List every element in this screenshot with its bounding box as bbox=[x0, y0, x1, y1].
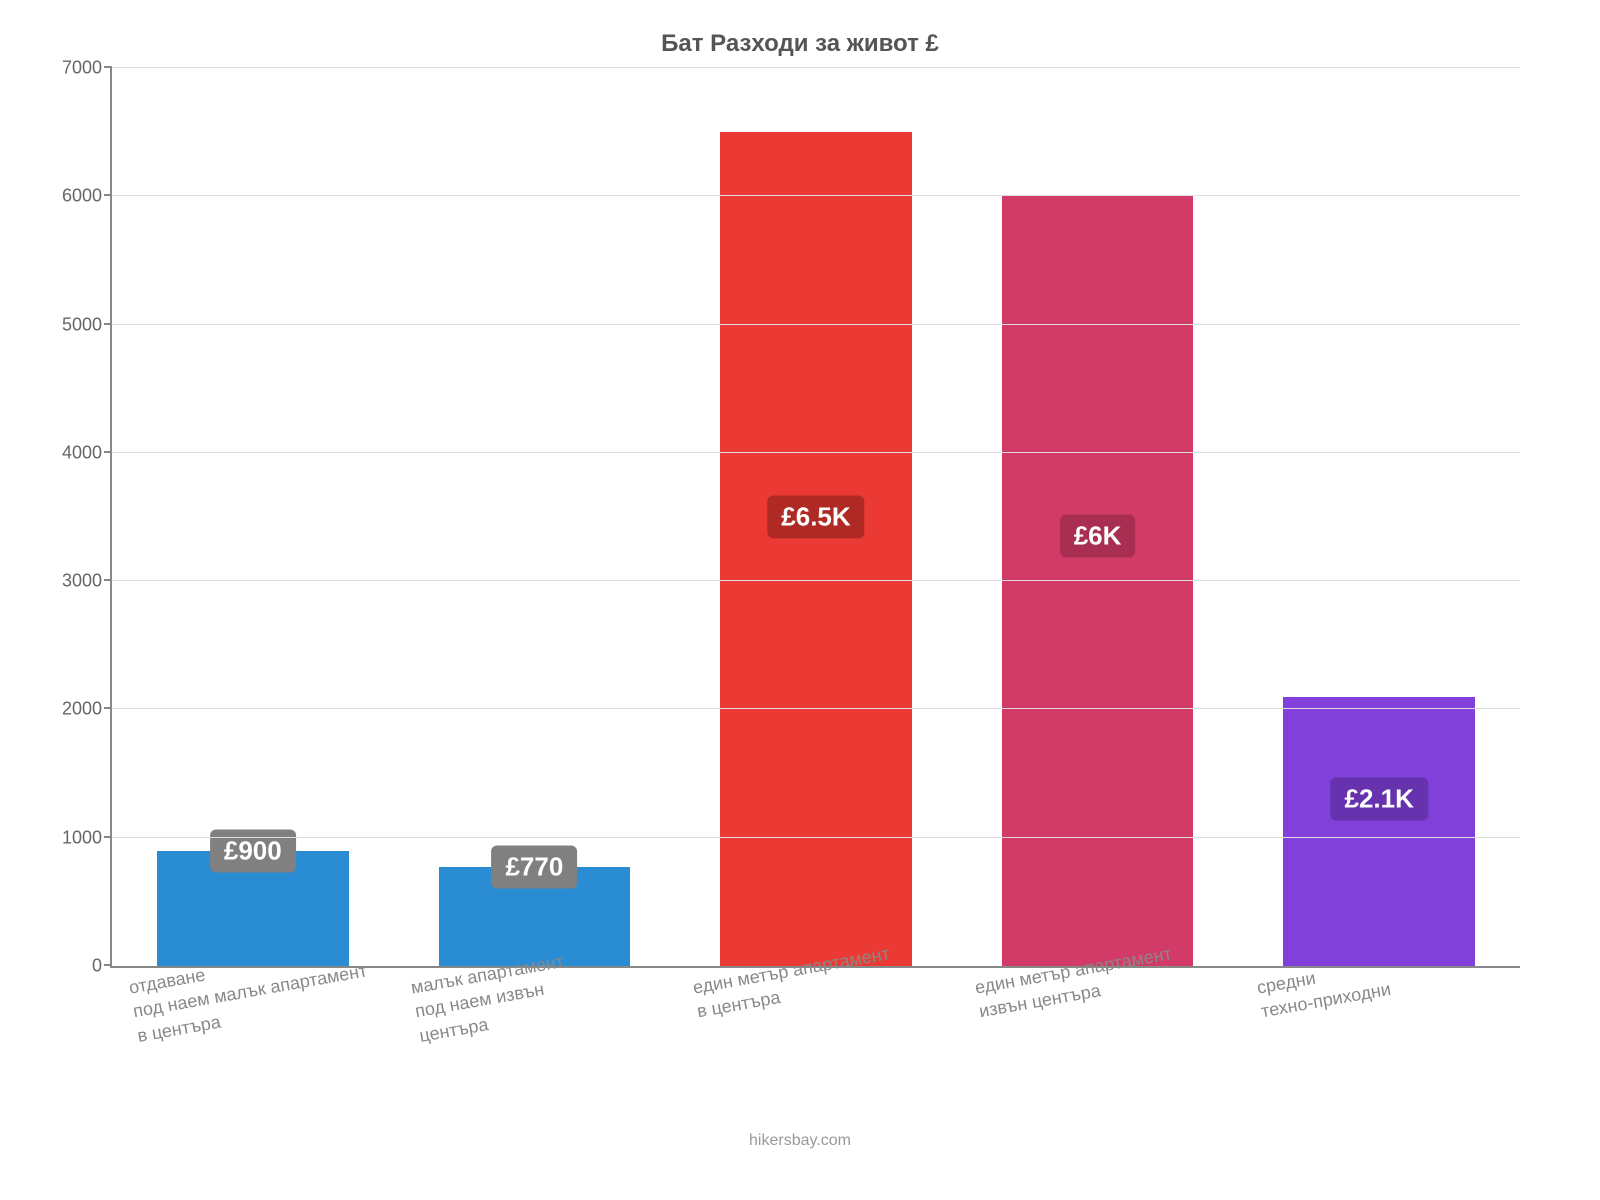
y-tick-mark bbox=[104, 66, 112, 68]
bar-value-label: £900 bbox=[210, 829, 296, 872]
bar-value-label: £6K bbox=[1060, 515, 1136, 558]
grid-line bbox=[112, 67, 1520, 68]
x-axis-labels: отдаване под наем малък апартамент в цен… bbox=[110, 968, 1520, 1128]
y-tick-label: 5000 bbox=[52, 314, 102, 335]
bars-container: £900 £770 £6.5K £6K £2.1K bbox=[112, 68, 1520, 966]
chart-credit: hikersbay.com bbox=[40, 1132, 1560, 1150]
y-tick-label: 0 bbox=[52, 956, 102, 977]
bar-value-label: £770 bbox=[491, 846, 577, 889]
y-tick-mark bbox=[104, 836, 112, 838]
y-tick-mark bbox=[104, 964, 112, 966]
y-tick-label: 4000 bbox=[52, 442, 102, 463]
y-tick-mark bbox=[104, 707, 112, 709]
bar-value-label: £6.5K bbox=[767, 496, 864, 539]
y-tick-mark bbox=[104, 451, 112, 453]
y-tick-label: 1000 bbox=[52, 827, 102, 848]
bar-value-label: £2.1K bbox=[1330, 778, 1427, 821]
grid-line bbox=[112, 452, 1520, 453]
grid-line bbox=[112, 837, 1520, 838]
cost-of-living-bar-chart: Бат Разходи за живот £ £900£770£6.5K£6K£… bbox=[0, 0, 1600, 1200]
bar bbox=[720, 132, 911, 966]
y-tick-label: 3000 bbox=[52, 571, 102, 592]
bar bbox=[1283, 697, 1474, 966]
y-tick-label: 2000 bbox=[52, 699, 102, 720]
chart-title: Бат Разходи за живот £ bbox=[40, 30, 1560, 58]
y-tick-label: 7000 bbox=[52, 58, 102, 79]
y-tick-mark bbox=[104, 579, 112, 581]
plot-area: £900£770£6.5K£6K£2.1K 010002000300040005… bbox=[110, 68, 1520, 968]
grid-line bbox=[112, 580, 1520, 581]
y-tick-mark bbox=[104, 194, 112, 196]
grid-line bbox=[112, 324, 1520, 325]
grid-line bbox=[112, 195, 1520, 196]
grid-line bbox=[112, 708, 1520, 709]
y-tick-label: 6000 bbox=[52, 186, 102, 207]
y-tick-mark bbox=[104, 323, 112, 325]
